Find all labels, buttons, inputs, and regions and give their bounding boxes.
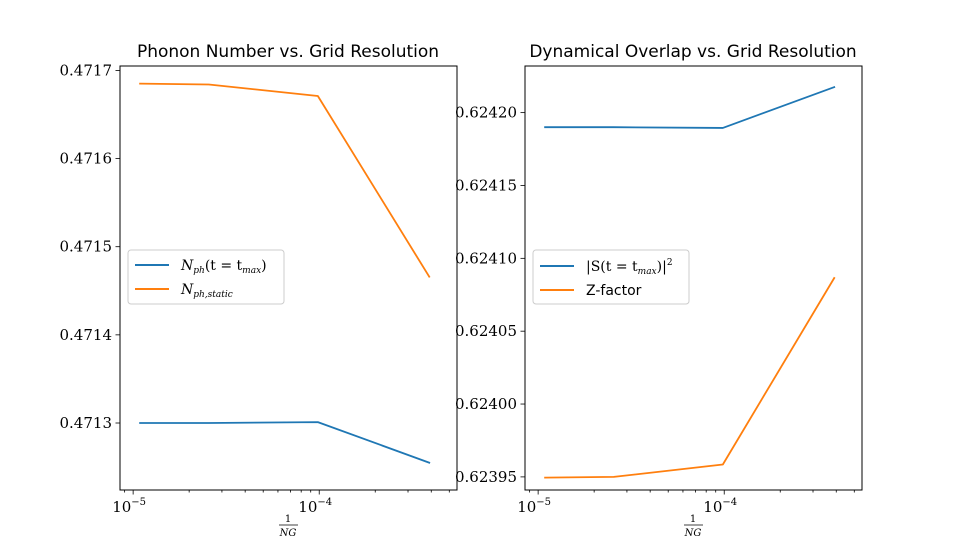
x-tick-label: 10−5: [517, 497, 551, 516]
legend-label-series-2: Z-factor: [586, 283, 642, 299]
plot-frame: [119, 65, 458, 491]
chart-title: Phonon Number vs. Grid Resolution: [137, 42, 439, 62]
y-tick-label: 0.62400: [455, 395, 517, 413]
series-line-1: [139, 421, 431, 464]
x-axis-label: 1 NG: [684, 514, 703, 539]
legend: Nph(t = tmax) Nph,static: [127, 249, 285, 305]
y-tick-label: 0.4716: [60, 150, 113, 168]
series-line-2: [544, 276, 836, 479]
x-axis-label-numerator: 1: [285, 514, 291, 525]
y-tick-label: 0.62410: [455, 249, 517, 267]
x-axis-label-denominator: NG: [279, 528, 297, 539]
x-tick-label: 10−4: [703, 497, 737, 516]
plot-frame: [524, 65, 863, 491]
y-tick-label: 0.62415: [455, 176, 517, 194]
y-tick-label: 0.4713: [60, 414, 113, 432]
x-axis-label: 1 NG: [279, 514, 298, 539]
x-axis-label-numerator: 1: [690, 514, 696, 525]
dynamical-overlap-chart: Dynamical Overlap vs. Grid Resolution 10…: [455, 42, 863, 539]
x-tick-label: 10−5: [112, 497, 146, 516]
chart-title: Dynamical Overlap vs. Grid Resolution: [529, 42, 856, 62]
legend-label-series-1: |S(t = tmax)|2: [586, 258, 673, 277]
legend-label-series-1: Nph(t = tmax): [180, 258, 267, 276]
y-tick-label: 0.62395: [455, 468, 517, 486]
y-tick-label: 0.4715: [60, 238, 113, 256]
series-line-1: [544, 85, 836, 129]
legend: |S(t = tmax)|2 Z-factor: [532, 249, 690, 305]
x-axis-label-denominator: NG: [684, 528, 702, 539]
x-tick-label: 10−4: [298, 497, 332, 516]
y-tick-label: 0.4717: [60, 61, 113, 79]
legend-box: [127, 249, 285, 305]
y-tick-label: 0.62405: [455, 322, 517, 340]
legend-label-series-2: Nph,static: [180, 282, 233, 300]
series-line-2: [139, 82, 431, 278]
y-tick-label: 0.62420: [455, 104, 517, 122]
y-tick-label: 0.4714: [60, 326, 113, 344]
phonon-number-chart: Phonon Number vs. Grid Resolution 10−5 10…: [60, 42, 458, 539]
